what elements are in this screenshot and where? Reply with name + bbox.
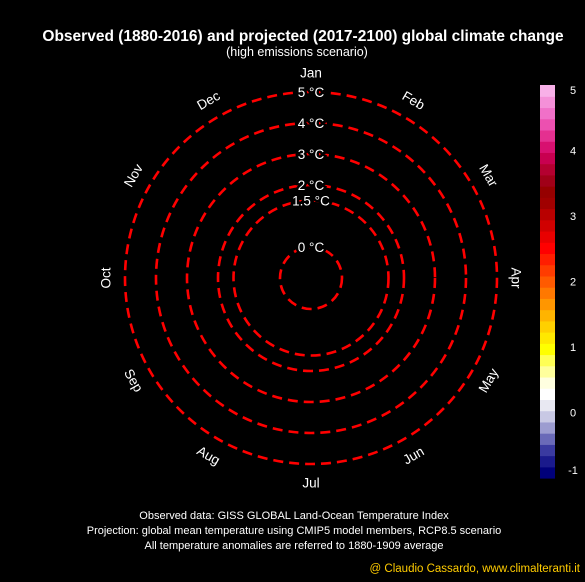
colorbar-tick-label: 4 xyxy=(570,146,576,158)
ring-label-3c: 3 °C xyxy=(298,147,325,162)
colorbar-segment xyxy=(540,163,555,176)
ring-2c xyxy=(216,183,406,373)
colorbar-segment xyxy=(540,421,555,434)
colorbar-segment xyxy=(540,309,555,322)
colorbar-segment xyxy=(540,96,555,109)
colorbar-segment xyxy=(540,332,555,344)
chart-title: Observed (1880-2016) and projected (2017… xyxy=(42,28,564,45)
month-label-apr: Apr xyxy=(509,267,524,289)
source-note-observed: Observed data: GISS GLOBAL Land-Ocean Te… xyxy=(139,510,449,522)
author-credit: @ Claudio Cassardo, www.climalteranti.it xyxy=(370,563,581,575)
colorbar-segment xyxy=(540,186,555,198)
ring-5c xyxy=(123,90,499,466)
colorbar-tick-label: 3 xyxy=(570,211,576,223)
colorbar-tick-label: 0 xyxy=(570,408,576,420)
colorbar-segment xyxy=(540,455,555,468)
ring-label-2c: 2 °C xyxy=(298,178,325,193)
month-label-jul: Jul xyxy=(302,476,319,491)
colorbar-segment xyxy=(540,118,555,131)
ring-3c xyxy=(185,152,437,404)
colorbar-segment xyxy=(540,354,555,367)
month-label-oct: Oct xyxy=(99,267,114,288)
ring-label-4c: 4 °C xyxy=(298,116,325,131)
source-note-baseline: All temperature anomalies are referred t… xyxy=(144,540,443,552)
colorbar-segment xyxy=(540,466,555,479)
colorbar-ticks: -1 0 1 2 3 4 5 xyxy=(568,85,578,477)
colorbar-segment xyxy=(540,287,555,299)
month-label-jan: Jan xyxy=(300,66,322,81)
colorbar-segment xyxy=(540,298,555,311)
temperature-rings xyxy=(123,90,499,466)
colorbar-segment xyxy=(540,107,555,120)
colorbar-segment xyxy=(540,85,555,97)
ring-label-1-5c: 1.5 °C xyxy=(292,194,330,209)
source-note-projection: Projection: global mean temperature usin… xyxy=(87,525,502,537)
ring-1-5c xyxy=(232,199,390,357)
colorbar-tick-label: 1 xyxy=(570,342,576,354)
colorbar-segment xyxy=(540,174,555,187)
ring-labels: 0 °C 1.5 °C2 °C 3 °C 4 °C 5 °C xyxy=(290,83,333,258)
colorbar-segment xyxy=(540,433,555,445)
colorbar-segment xyxy=(540,444,555,457)
colorbar-segment xyxy=(540,376,555,389)
colorbar-segment xyxy=(540,219,555,232)
chart-subtitle: (high emissions scenario) xyxy=(226,45,368,59)
colorbar-segment xyxy=(540,129,555,142)
colorbar-tick-label: 2 xyxy=(570,277,576,289)
colorbar-segment xyxy=(540,275,555,288)
colorbar-segment xyxy=(540,320,555,333)
colorbar-tick-label: 5 xyxy=(570,85,576,97)
colorbar-segment xyxy=(540,399,555,412)
colorbar-segment xyxy=(540,410,555,423)
colorbar-segment xyxy=(540,197,555,210)
colorbar-segment xyxy=(540,264,555,277)
colorbar-segment xyxy=(540,365,555,378)
colorbar-segment xyxy=(540,152,555,165)
colorbar xyxy=(540,85,555,479)
colorbar-segment xyxy=(540,388,555,400)
colorbar-segment xyxy=(540,343,555,356)
colorbar-segment xyxy=(540,141,555,153)
colorbar-segment xyxy=(540,242,555,255)
colorbar-segment xyxy=(540,230,555,243)
ring-label-5c: 5 °C xyxy=(298,85,325,100)
ring-4c xyxy=(154,121,468,435)
colorbar-tick-label: -1 xyxy=(568,465,578,477)
colorbar-segment xyxy=(540,208,555,221)
ring-0c xyxy=(278,245,344,311)
ring-label-0c: 0 °C xyxy=(298,240,325,255)
colorbar-segment xyxy=(540,253,555,266)
